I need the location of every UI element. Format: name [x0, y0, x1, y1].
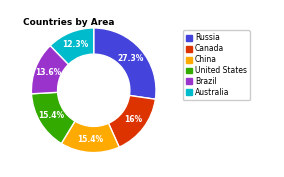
Wedge shape — [50, 28, 94, 64]
Wedge shape — [108, 95, 155, 147]
Wedge shape — [32, 92, 75, 144]
Text: 15.4%: 15.4% — [78, 135, 104, 144]
Text: 27.3%: 27.3% — [118, 54, 144, 63]
Wedge shape — [32, 46, 68, 94]
Text: 13.6%: 13.6% — [35, 68, 61, 77]
Text: Countries by Area: Countries by Area — [23, 18, 114, 27]
Wedge shape — [61, 121, 119, 153]
Wedge shape — [94, 28, 156, 99]
Text: 16%: 16% — [124, 115, 142, 124]
Legend: Russia, Canada, China, United States, Brazil, Australia: Russia, Canada, China, United States, Br… — [183, 30, 250, 100]
Text: 12.3%: 12.3% — [62, 40, 88, 49]
Text: 15.4%: 15.4% — [38, 111, 64, 120]
